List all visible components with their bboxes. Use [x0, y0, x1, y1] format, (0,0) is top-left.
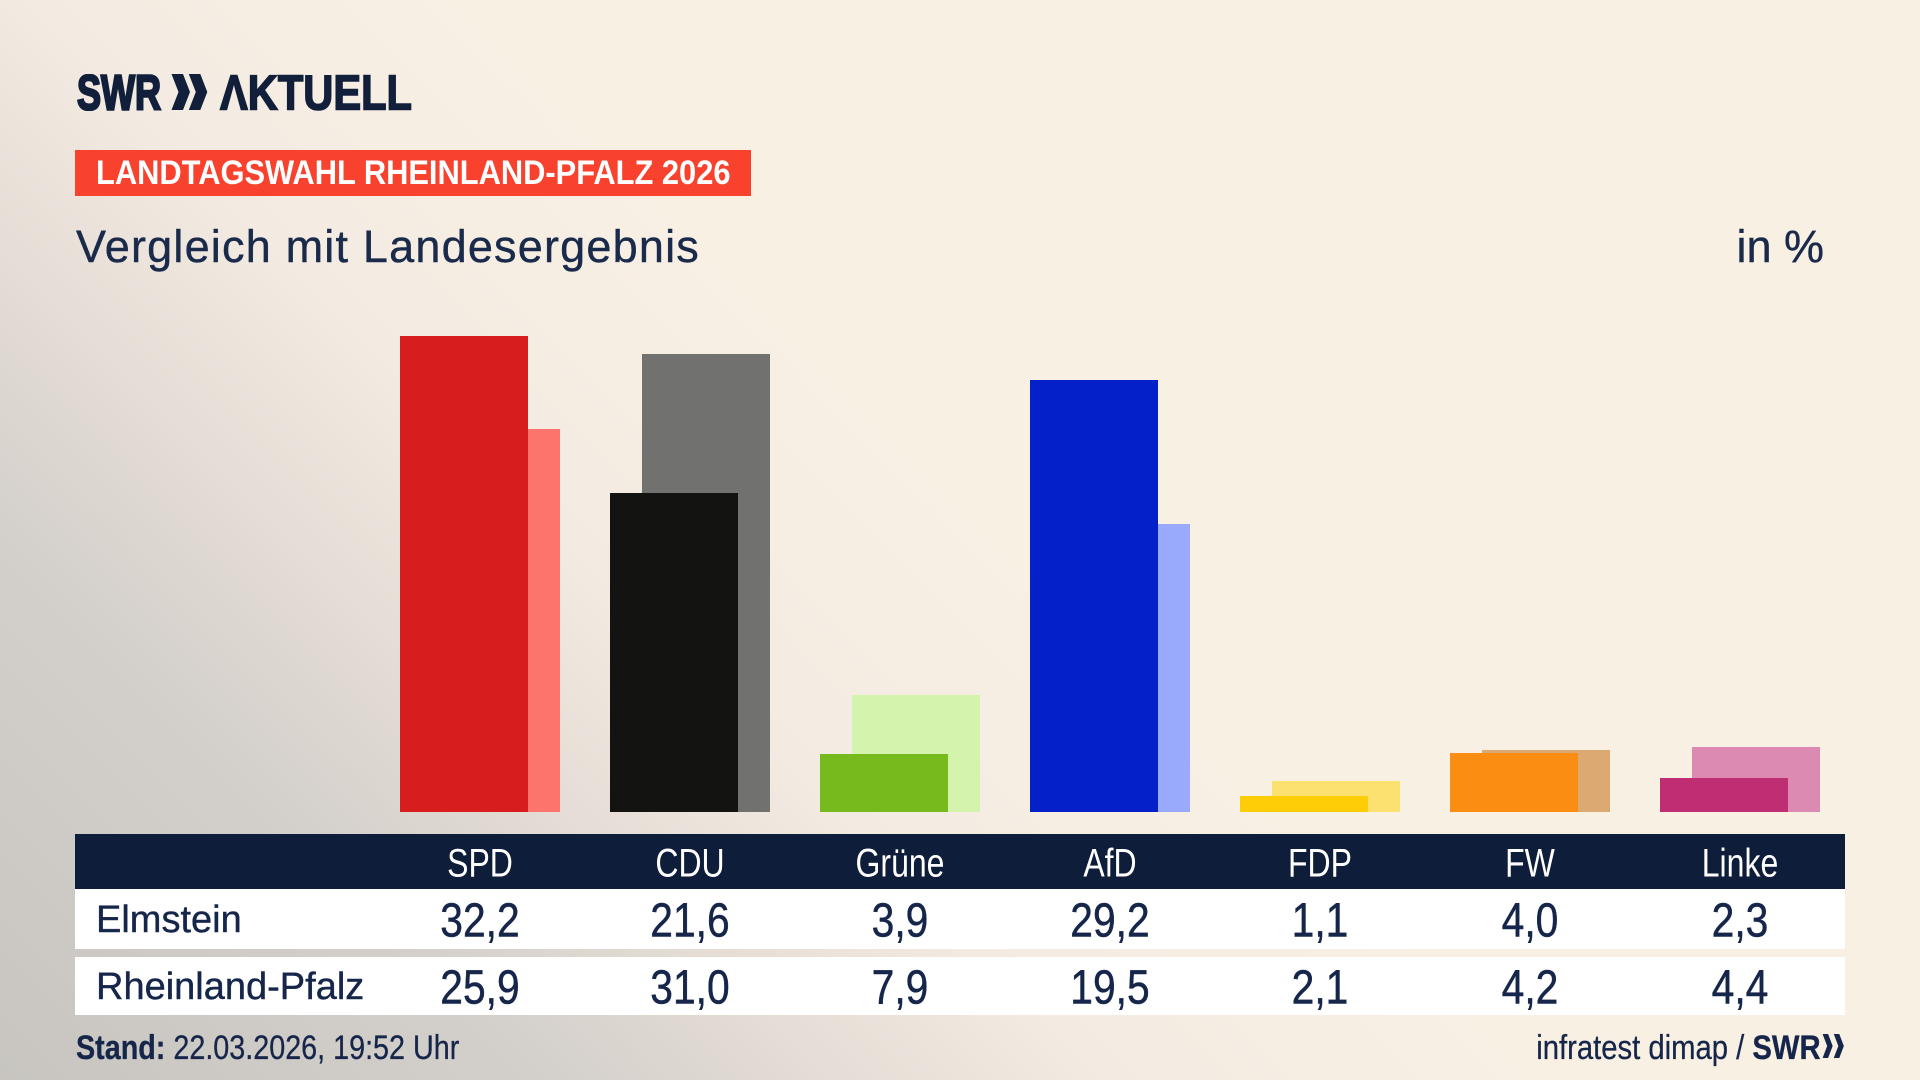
svg-text:ΛKTUELL: ΛKTUELL	[220, 74, 412, 111]
svg-text:SWR: SWR	[77, 74, 161, 111]
